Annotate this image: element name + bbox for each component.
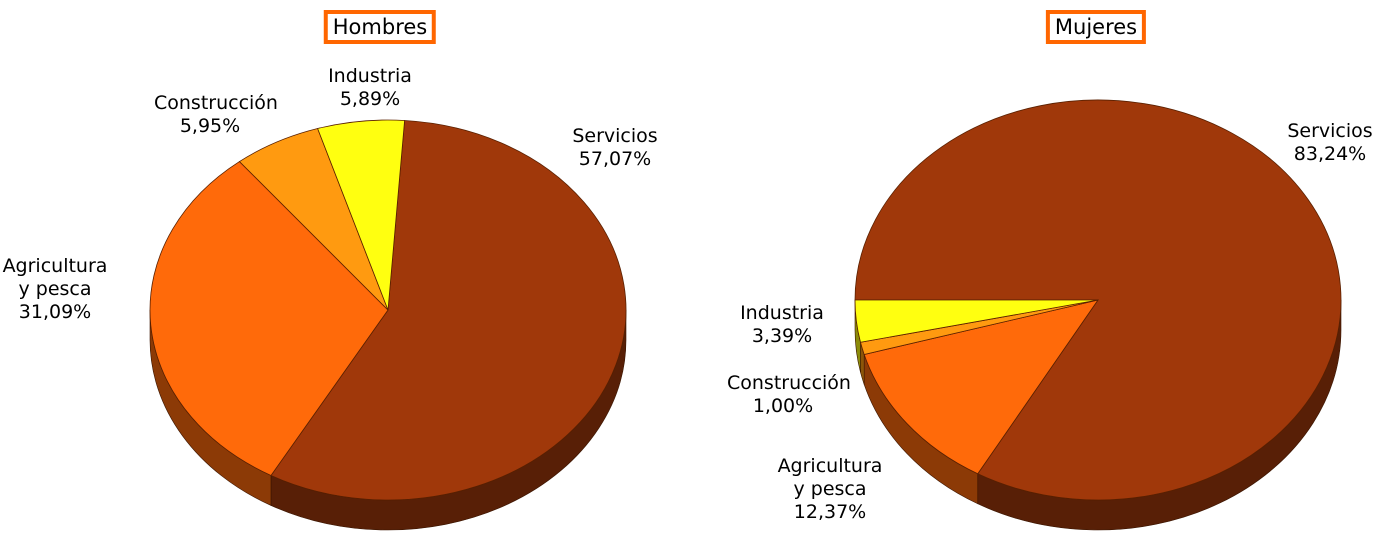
value-label: 5,89% bbox=[339, 88, 401, 110]
slice-label: Industria 3,39% bbox=[740, 302, 824, 348]
value-label: 12,37% bbox=[793, 501, 867, 523]
value-label: 3,39% bbox=[751, 325, 813, 347]
value-label: 1,00% bbox=[752, 395, 814, 417]
slice-label: Servicios 83,24% bbox=[1287, 120, 1372, 166]
category-name: Industria bbox=[740, 302, 824, 324]
category-name: Industria bbox=[328, 65, 412, 87]
value-label: 31,09% bbox=[18, 301, 92, 323]
category-name: Servicios bbox=[1287, 120, 1373, 142]
category-name: Agricultura y pesca bbox=[2, 255, 108, 300]
chart-title: Mujeres bbox=[1045, 10, 1147, 44]
category-name: Construcción bbox=[727, 372, 851, 394]
slice-label: Construcción 5,95% bbox=[154, 92, 278, 138]
chart-title: Hombres bbox=[323, 10, 437, 44]
pie-slice bbox=[863, 299, 1099, 475]
value-label: 83,24% bbox=[1293, 143, 1367, 165]
pie-slice bbox=[317, 119, 406, 311]
value-label: 5,95% bbox=[179, 115, 241, 137]
slice-label: Agricultura y pesca 12,37% bbox=[774, 455, 886, 524]
pie-slice bbox=[270, 120, 627, 501]
slice-label: Agricultura y pesca 31,09% bbox=[0, 255, 111, 324]
slice-label: Industria 5,89% bbox=[328, 65, 412, 111]
value-label: 57,07% bbox=[578, 148, 652, 170]
slice-label: Construcción 1,00% bbox=[727, 372, 851, 418]
slice-label: Servicios 57,07% bbox=[572, 125, 657, 171]
pie-slice bbox=[149, 161, 389, 476]
category-name: Construcción bbox=[154, 92, 278, 114]
category-name: Servicios bbox=[572, 125, 658, 147]
pie-slice bbox=[854, 299, 1099, 343]
category-name: Agricultura y pesca bbox=[777, 455, 883, 500]
